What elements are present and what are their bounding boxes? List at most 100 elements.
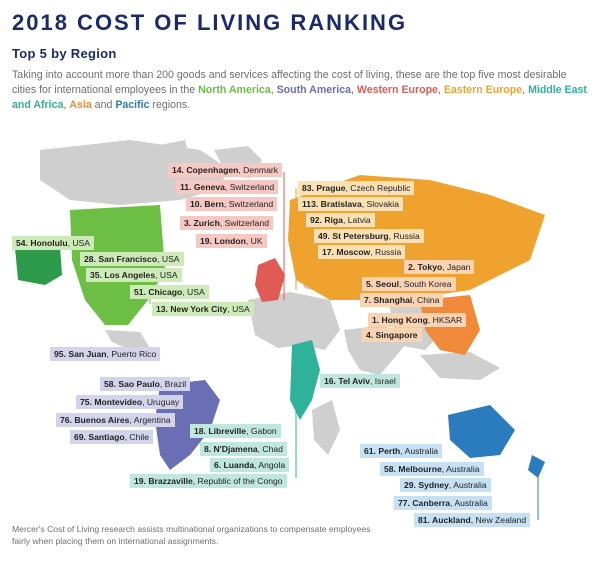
region-name-south-america: South America xyxy=(276,84,351,96)
city-country: , Australia xyxy=(448,480,487,490)
intro-text: Taking into account more than 200 goods … xyxy=(12,68,587,113)
city-country: , Czech Republic xyxy=(345,183,411,193)
city-country: , USA xyxy=(157,254,180,264)
footer-note: Mercer's Cost of Living research assists… xyxy=(12,524,371,546)
city-rank-and-name: 10. Bern xyxy=(190,199,224,209)
city-country: , Russia xyxy=(370,247,402,257)
city-country: , HKSAR xyxy=(427,315,463,325)
city-country: , Puerto Rico xyxy=(106,349,157,359)
city-label-middle-east-africa: 8. N'Djamena, Chad xyxy=(200,442,287,456)
city-country: , USA xyxy=(182,287,205,297)
city-rank-and-name: 35. Los Angeles xyxy=(90,270,156,280)
city-rank-and-name: 4. Singapore xyxy=(366,330,418,340)
region-name-north-america: North America xyxy=(198,84,271,96)
city-country: , Australia xyxy=(400,446,439,456)
city-country: , Slovakia xyxy=(361,199,399,209)
city-rank-and-name: 6. Luanda xyxy=(214,460,255,470)
city-label-asia: 5. Seoul, South Korea xyxy=(362,277,456,291)
city-country: , USA xyxy=(67,238,91,248)
city-rank-and-name: 61. Perth xyxy=(364,446,401,456)
city-rank-and-name: 1. Hong Kong xyxy=(372,315,428,325)
city-rank-and-name: 16. Tel Aviv xyxy=(324,376,371,386)
city-label-eastern-europe: 49. St Petersburg, Russia xyxy=(314,229,424,243)
city-country: , Brazil xyxy=(159,379,187,389)
city-label-eastern-europe: 17. Moscow, Russia xyxy=(318,245,406,259)
city-rank-and-name: 81. Auckland xyxy=(418,515,471,525)
city-rank-and-name: 7. Shanghai xyxy=(364,295,413,305)
city-label-western-europe: 19. London, UK xyxy=(196,234,267,248)
city-country: , Russia xyxy=(388,231,420,241)
city-rank-and-name: 19. London xyxy=(200,236,246,246)
page-subtitle: Top 5 by Region xyxy=(12,46,117,61)
city-label-south-america: 76. Buenos Aires, Argentina xyxy=(56,413,175,427)
city-country: , USA xyxy=(155,270,178,280)
intro-sep: , xyxy=(522,84,526,96)
city-label-eastern-europe: 113. Bratislava, Slovakia xyxy=(298,197,403,211)
region-name-asia: Asia xyxy=(69,99,92,111)
hawaii-region xyxy=(15,246,62,285)
city-label-asia: 7. Shanghai, China xyxy=(360,293,444,307)
city-label-eastern-europe: 83. Prague, Czech Republic xyxy=(298,181,415,195)
city-label-pacific: 77. Canberra, Australia xyxy=(394,496,492,510)
city-rank-and-name: 77. Canberra xyxy=(398,498,451,508)
city-label-south-america: 95. San Juan, Puerto Rico xyxy=(50,347,161,361)
city-country: , Japan xyxy=(442,262,471,272)
new-zealand-region xyxy=(528,455,545,478)
intro-sep: , xyxy=(350,84,354,96)
city-rank-and-name: 51. Chicago xyxy=(134,287,183,297)
city-country: , UK xyxy=(245,236,263,246)
city-rank-and-name: 29. Sydney xyxy=(404,480,449,490)
city-rank-and-name: 5. Seoul xyxy=(366,279,399,289)
city-country: , Australia xyxy=(441,464,480,474)
city-label-pacific: 61. Perth, Australia xyxy=(360,444,443,458)
city-rank-and-name: 2. Tokyo xyxy=(408,262,443,272)
city-label-north-america: 51. Chicago, USA xyxy=(130,285,209,299)
city-label-pacific: 81. Auckland, New Zealand xyxy=(414,513,531,527)
intro-sep: , xyxy=(63,99,67,111)
city-label-pacific: 29. Sydney, Australia xyxy=(400,478,491,492)
city-country: , Israel xyxy=(370,376,396,386)
city-label-western-europe: 3. Zurich, Switzerland xyxy=(180,216,274,230)
middle-east-africa-region xyxy=(290,340,320,420)
intro-before: Taking into account more than 200 goods … xyxy=(12,69,567,96)
city-rank-and-name: 14. Copenhagen xyxy=(172,165,239,175)
city-country: , Latvia xyxy=(342,215,371,225)
city-label-middle-east-africa: 18. Libreville, Gabon xyxy=(190,424,281,438)
city-rank-and-name: 75. Montevideo xyxy=(80,397,143,407)
city-country: , Switzerland xyxy=(219,218,270,228)
city-country: , USA xyxy=(227,304,250,314)
city-label-middle-east-africa: 16. Tel Aviv, Israel xyxy=(320,374,400,388)
city-country: , Uruguay xyxy=(142,397,180,407)
city-rank-and-name: 11. Geneva xyxy=(180,182,225,192)
city-rank-and-name: 49. St Petersburg xyxy=(318,231,389,241)
page-title: 2018 COST OF LIVING RANKING xyxy=(12,10,408,35)
intro-and: and xyxy=(94,99,113,111)
city-country: , Switzerland xyxy=(223,199,274,209)
city-country: , South Korea xyxy=(398,279,452,289)
city-country: , China xyxy=(412,295,440,305)
city-country: , Republic of the Congo xyxy=(192,476,283,486)
city-label-pacific: 58. Melbourne, Australia xyxy=(380,462,484,476)
city-rank-and-name: 83. Prague xyxy=(302,183,346,193)
pacific-region xyxy=(448,405,515,458)
city-country: , Angola xyxy=(254,460,286,470)
city-rank-and-name: 92. Riga xyxy=(310,215,343,225)
region-name-pacific: Pacific xyxy=(115,99,150,111)
western-europe-region xyxy=(255,258,285,302)
city-label-north-america: 35. Los Angeles, USA xyxy=(86,268,182,282)
city-rank-and-name: 54. Honolulu xyxy=(16,238,68,248)
city-rank-and-name: 17. Moscow xyxy=(322,247,371,257)
city-rank-and-name: 19. Brazzaville xyxy=(134,476,193,486)
city-rank-and-name: 58. Sao Paulo xyxy=(104,379,160,389)
city-label-north-america: 28. San Francisco, USA xyxy=(80,252,184,266)
city-rank-and-name: 3. Zurich xyxy=(184,218,220,228)
city-rank-and-name: 113. Bratislava xyxy=(302,199,362,209)
city-rank-and-name: 76. Buenos Aires xyxy=(60,415,130,425)
city-rank-and-name: 95. San Juan xyxy=(54,349,107,359)
city-rank-and-name: 8. N'Djamena xyxy=(204,444,258,454)
city-country: , New Zealand xyxy=(470,515,527,525)
city-country: , Argentina xyxy=(129,415,171,425)
city-rank-and-name: 13. New York City xyxy=(156,304,228,314)
city-country: , Denmark xyxy=(238,165,279,175)
city-rank-and-name: 28. San Francisco xyxy=(84,254,158,264)
